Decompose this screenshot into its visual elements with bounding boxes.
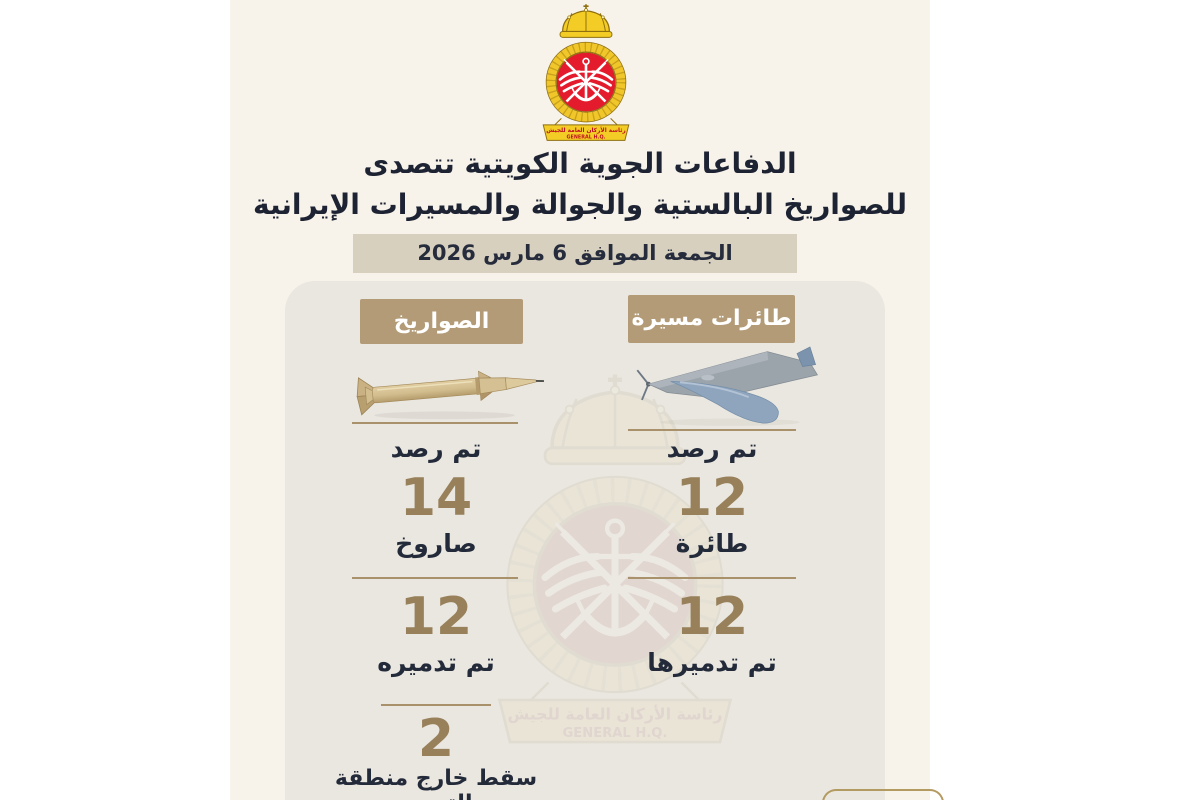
divider	[352, 422, 518, 424]
drones-detected-label: تم رصد	[666, 434, 758, 463]
missiles-detected-unit: صاروخ	[395, 529, 477, 558]
page-title-line2: للصواريخ البالستية والجوالة والمسيرات ال…	[253, 188, 907, 221]
drone-icon	[636, 346, 819, 426]
missiles-detected-value: 14	[399, 468, 473, 528]
missile-icon	[356, 370, 544, 420]
date-banner: الجمعة الموافق 6 مارس 2026	[353, 234, 797, 273]
missiles-detected-label: تم رصد	[390, 434, 482, 463]
drones-detected-unit: طائرة	[675, 529, 749, 558]
missiles-destroyed-label: تم تدميره	[377, 648, 495, 677]
divider	[628, 429, 796, 431]
tab-missiles: الصواريخ	[360, 299, 523, 344]
divider	[628, 577, 796, 579]
divider	[381, 704, 491, 706]
missiles-outside-value: 2	[417, 709, 455, 769]
drones-destroyed-label: تم تدميرها	[647, 648, 777, 677]
divider	[352, 577, 518, 579]
missiles-outside-label: سقط خارج منطقة التهديد	[334, 766, 538, 800]
missiles-destroyed-value: 12	[399, 587, 473, 647]
page-title-line1: الدفاعات الجوية الكويتية تتصدى	[363, 147, 797, 180]
tab-drones: طائرات مسيرة	[628, 295, 795, 343]
army-general-hq-emblem-icon	[520, 3, 652, 143]
bottom-partial-box	[822, 789, 944, 800]
drones-destroyed-value: 12	[675, 587, 749, 647]
drones-detected-value: 12	[675, 468, 749, 528]
